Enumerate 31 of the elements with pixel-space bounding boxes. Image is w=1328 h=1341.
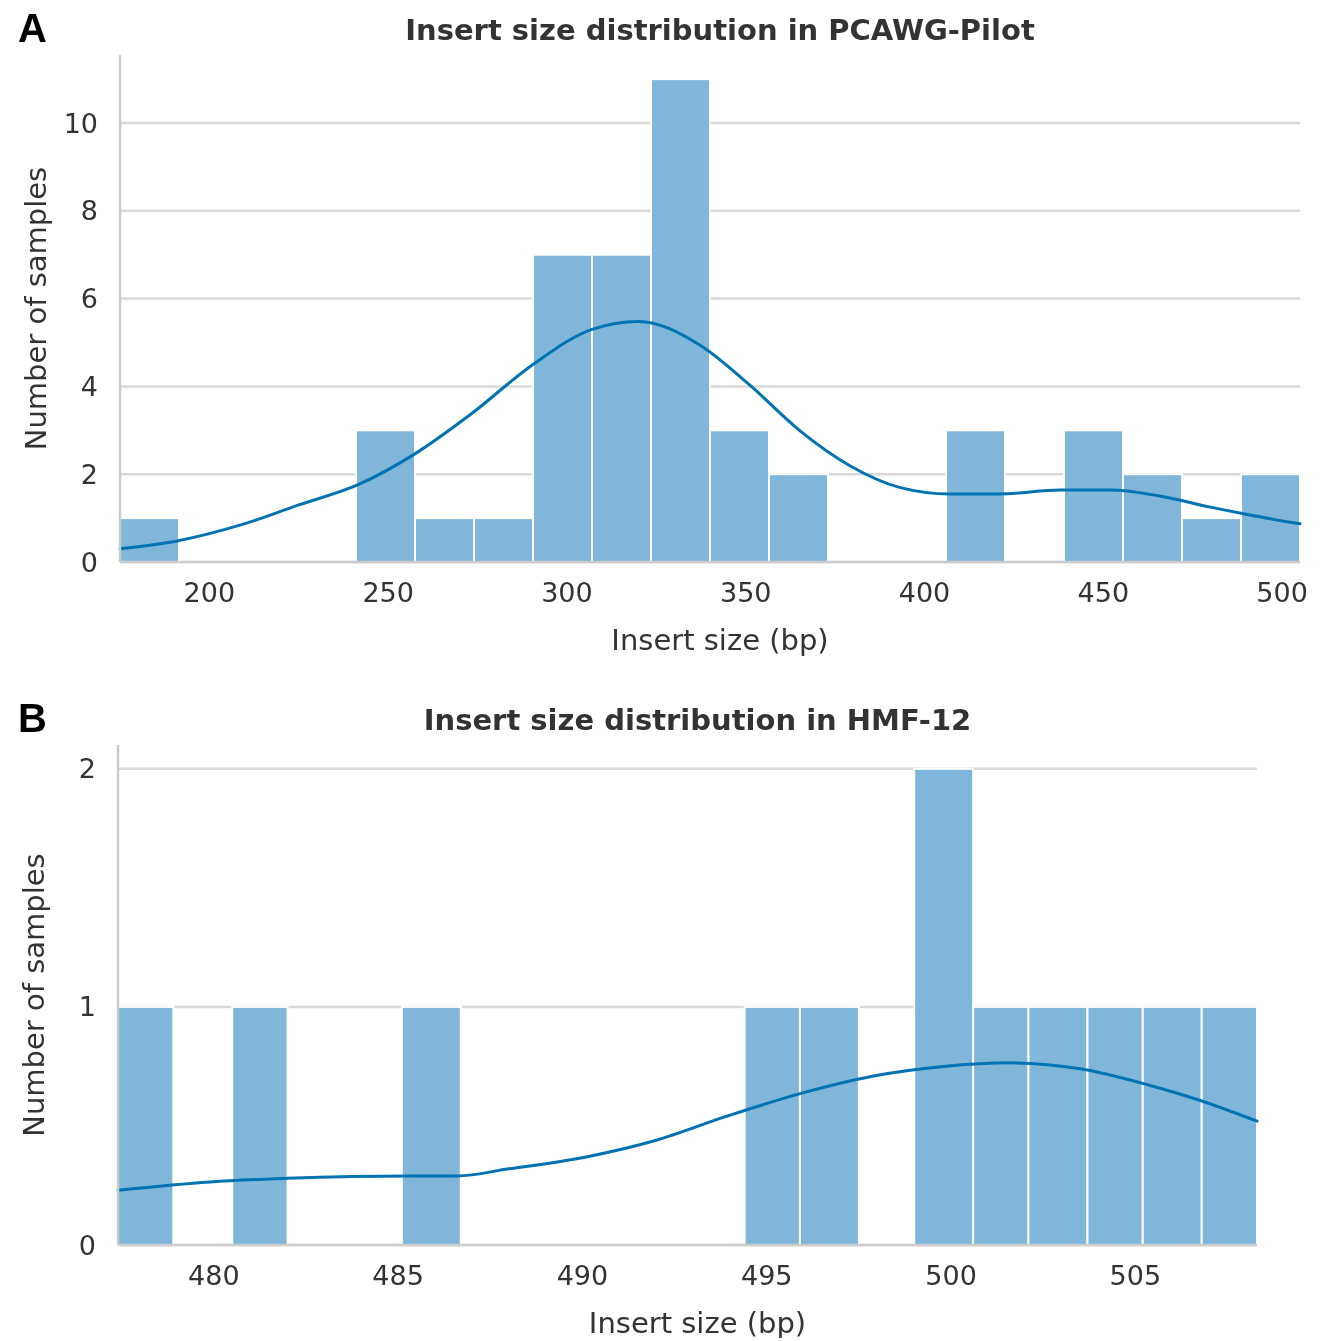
x-tick-label: 450	[1077, 577, 1130, 608]
y-tick-label: 2	[80, 458, 98, 490]
y-tick-label: 1	[78, 991, 96, 1023]
x-axis-title: Insert size (bp)	[611, 623, 829, 657]
y-tick-label: 0	[80, 546, 98, 578]
x-tick-label: 300	[541, 577, 593, 608]
y-tick-label: 4	[80, 370, 98, 402]
x-tick-label: 505	[1109, 1260, 1162, 1291]
x-tick-label: 350	[719, 577, 772, 608]
line-series	[118, 319, 1302, 551]
x-tick-label: 500	[925, 1260, 977, 1291]
chart-title: Insert size distribution in PCAWG-Pilot	[405, 13, 1035, 47]
x-tick-label: 485	[372, 1260, 424, 1291]
x-tick-label: 400	[898, 577, 951, 608]
y-axis-title: Number of samples	[19, 166, 53, 451]
y-tick-label: 2	[78, 753, 96, 785]
x-tick-label: 495	[740, 1260, 793, 1291]
y-axis-title: Number of samples	[17, 853, 51, 1137]
text: B	[18, 696, 47, 740]
x-tick-label: 500	[1256, 577, 1308, 608]
x-tick-label: 200	[183, 577, 236, 608]
y-tick-label: 0	[78, 1229, 96, 1261]
line-series	[116, 1061, 1259, 1192]
y-tick-label: 10	[63, 107, 98, 139]
x-tick-label: 480	[188, 1260, 240, 1291]
text: A	[18, 6, 47, 50]
x-tick-label: 490	[556, 1260, 609, 1291]
x-tick-label: 250	[362, 577, 414, 608]
chart-title: Insert size distribution in HMF-12	[423, 703, 972, 737]
y-tick-label: 8	[80, 195, 98, 227]
y-tick-label: 6	[80, 283, 98, 315]
